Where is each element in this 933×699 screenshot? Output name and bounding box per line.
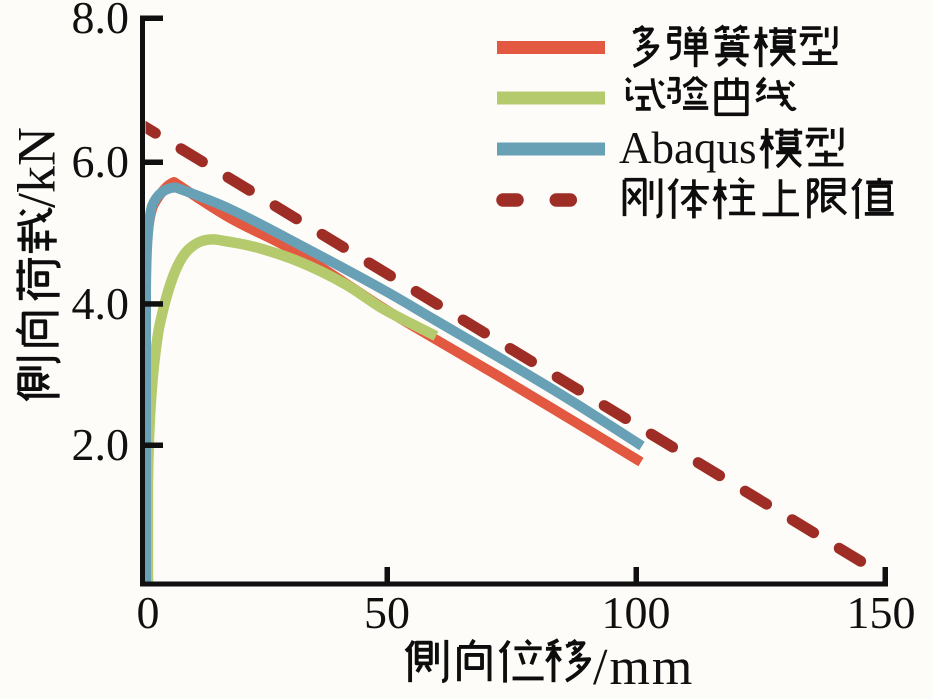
svg-text:50: 50 (364, 587, 410, 638)
svg-text:Abaqus: Abaqus (619, 123, 756, 173)
svg-text:/kN: /kN (7, 127, 67, 208)
svg-text:150: 150 (847, 587, 916, 638)
svg-text:0: 0 (137, 587, 160, 638)
svg-text:2.0: 2.0 (72, 419, 130, 470)
svg-text:/mm: /mm (593, 639, 694, 696)
svg-text:8.0: 8.0 (72, 0, 130, 43)
svg-text:4.0: 4.0 (72, 278, 130, 329)
svg-text:6.0: 6.0 (72, 136, 130, 187)
svg-text:100: 100 (602, 587, 671, 638)
